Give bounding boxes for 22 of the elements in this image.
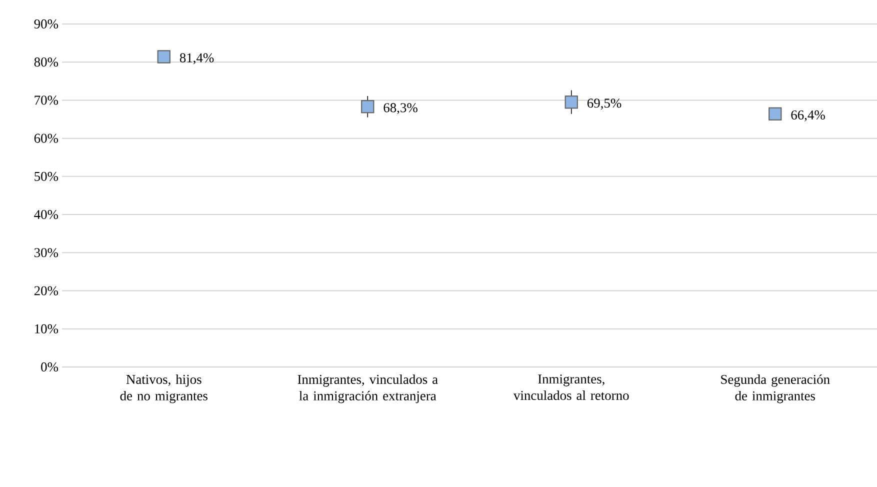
point <box>564 96 578 109</box>
y-tick-label: 60% <box>34 134 58 143</box>
x-tick-label: Inmigrantes, vinculados al retorno <box>513 374 629 400</box>
data-label: 68,3% <box>384 103 418 114</box>
x-tick-label: Nativos, hijos de no migrantes <box>120 374 208 404</box>
point <box>361 100 374 114</box>
point <box>768 107 782 120</box>
data-label: 69,5% <box>587 98 622 110</box>
y-tick-label: 50% <box>34 172 58 181</box>
x-tick-label: Inmigrantes, vinculados a la inmigración extranjera <box>298 374 438 404</box>
y-tick-label: 30% <box>34 248 58 258</box>
y-tick-label: 70% <box>34 96 58 105</box>
y-tick-label: 0% <box>41 362 58 372</box>
y-tick-label: 20% <box>34 286 58 296</box>
x-tick-label: Segunda generación de inmigrantes <box>721 374 830 404</box>
data-label: 66,4% <box>791 110 825 122</box>
y-tick-label: 90% <box>34 19 58 29</box>
data-label: 81,4% <box>180 53 214 64</box>
y-tick-label: 10% <box>35 324 58 334</box>
y-tick-label: 40% <box>34 210 58 220</box>
y-tick-label: 80% <box>34 58 58 67</box>
point <box>157 50 170 64</box>
